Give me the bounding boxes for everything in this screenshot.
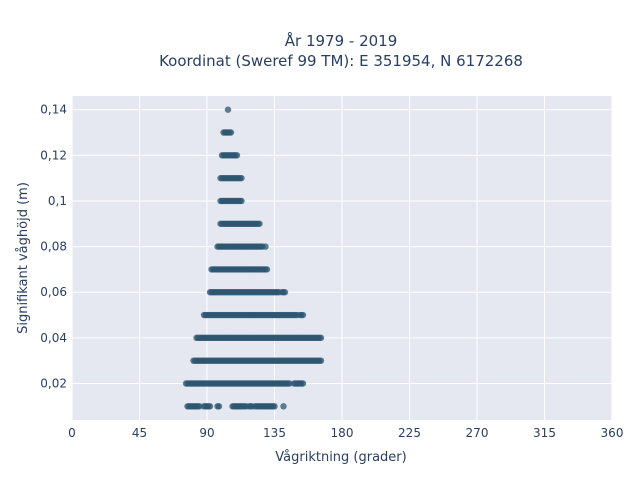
x-tick-label: 225 bbox=[398, 426, 421, 440]
y-axis-title: Signifikant våghöjd (m) bbox=[16, 182, 31, 334]
data-point bbox=[256, 220, 263, 227]
y-tick-label: 0,08 bbox=[40, 240, 67, 254]
data-point bbox=[317, 357, 325, 364]
y-tick-label: 0,02 bbox=[40, 376, 67, 390]
data-point bbox=[196, 403, 203, 410]
data-point bbox=[224, 106, 232, 113]
data-point bbox=[299, 380, 307, 387]
chart-title-line-1: År 1979 - 2019 bbox=[285, 31, 398, 50]
y-tick-label: 0,1 bbox=[48, 194, 67, 208]
x-tick-label: 270 bbox=[466, 426, 489, 440]
data-point bbox=[317, 334, 325, 342]
data-point bbox=[263, 266, 271, 273]
data-point bbox=[299, 311, 307, 319]
x-tick-label: 90 bbox=[199, 426, 214, 440]
x-tick-label: 360 bbox=[601, 426, 624, 440]
data-points bbox=[182, 106, 325, 410]
data-point bbox=[238, 197, 245, 205]
data-point bbox=[227, 129, 235, 136]
y-tick-label: 0,14 bbox=[40, 103, 67, 117]
data-point bbox=[281, 289, 289, 296]
y-axis-ticks: 0,02 0,04 0,06 0,08 0,1 0,12 0,14 bbox=[40, 103, 67, 391]
data-point bbox=[215, 403, 223, 410]
data-point bbox=[238, 174, 245, 182]
data-point bbox=[262, 243, 269, 250]
x-axis-ticks: 0 45 90 135 180 225 270 315 360 bbox=[68, 426, 623, 440]
y-tick-label: 0,04 bbox=[40, 331, 67, 345]
data-point bbox=[271, 403, 278, 410]
x-tick-label: 315 bbox=[533, 426, 556, 440]
grid-lines bbox=[71, 96, 613, 420]
x-tick-label: 0 bbox=[68, 426, 76, 440]
y-tick-label: 0,12 bbox=[40, 148, 67, 162]
chart-title-line-2: Koordinat (Sweref 99 TM): E 351954, N 61… bbox=[159, 52, 523, 70]
data-point bbox=[233, 152, 241, 159]
data-point bbox=[280, 403, 287, 410]
data-point bbox=[286, 380, 293, 387]
y-tick-label: 0,06 bbox=[40, 285, 67, 299]
x-tick-label: 45 bbox=[132, 426, 147, 440]
x-axis-title: Vågriktning (grader) bbox=[275, 450, 406, 465]
x-tick-label: 180 bbox=[331, 426, 354, 440]
data-point bbox=[206, 403, 214, 410]
x-tick-label: 135 bbox=[263, 426, 286, 440]
